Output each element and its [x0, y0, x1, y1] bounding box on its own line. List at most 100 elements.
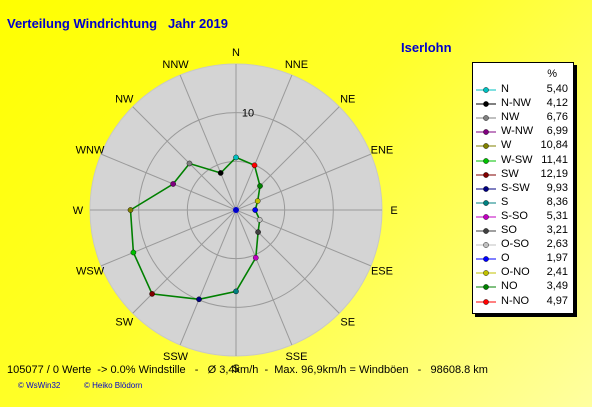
marker-wsw	[130, 249, 137, 256]
legend-swatch-icon	[476, 228, 496, 234]
station-name: Iserlohn	[401, 40, 452, 55]
legend-item: SO 3,21	[473, 224, 573, 238]
legend-item-value: 11,41	[541, 153, 568, 166]
legend-header: %	[547, 68, 557, 80]
marker-ese	[256, 216, 263, 223]
spoke-sse	[235, 209, 293, 346]
legend-item: S-SW 9,93	[473, 182, 573, 196]
marker-e	[252, 207, 258, 213]
legend-item-value: 6,99	[546, 125, 568, 138]
legend-swatch-icon	[476, 171, 496, 178]
direction-label-ene: ENE	[371, 145, 394, 157]
direction-label-nw: NW	[115, 93, 134, 105]
legend-item-label: SO	[501, 224, 517, 236]
direction-label-n: N	[232, 47, 240, 59]
direction-label-wsw: WSW	[76, 265, 105, 277]
spoke-sw	[132, 209, 237, 314]
marker-wnw	[170, 181, 176, 187]
legend-item-value: 2,41	[546, 266, 568, 279]
legend-swatch-icon	[476, 242, 496, 248]
direction-label-sse: SSE	[285, 351, 307, 363]
legend-item-label: SW	[501, 167, 519, 180]
direction-label-ne: NE	[340, 93, 355, 105]
direction-label-s: S	[232, 363, 239, 375]
legend-swatch-icon	[476, 199, 496, 206]
legend-item: O 1,97	[473, 252, 573, 266]
direction-label-nne: NNE	[285, 59, 308, 71]
center-point	[233, 207, 239, 213]
legend-item: S-SO 5,31	[473, 210, 573, 224]
copyright-software: © WsWin32	[18, 381, 61, 390]
legend-item-label: S-SO	[501, 209, 528, 222]
legend-item-label: N	[501, 83, 509, 95]
direction-label-w: W	[73, 205, 84, 217]
legend-item-value: 9,93	[546, 181, 568, 194]
legend-swatch-icon	[476, 256, 496, 262]
legend-item-label: W	[501, 139, 512, 152]
legend-item: NO 3,49	[473, 280, 573, 294]
spoke-nne	[235, 74, 293, 211]
direction-label-nnw: NNW	[162, 59, 189, 71]
legend-swatch-icon	[476, 143, 496, 150]
legend-item-label: O-SO	[501, 238, 530, 251]
legend-item-value: 5,31	[546, 209, 568, 222]
marker-w	[127, 207, 134, 213]
marker-s	[233, 288, 239, 295]
legend-item: W-NW 6,99	[473, 125, 573, 139]
legend-item-value: 2,63	[546, 238, 568, 251]
spoke-nw	[132, 106, 237, 211]
legend-item: NW 6,76	[473, 111, 573, 125]
marker-sw	[149, 291, 155, 297]
legend-item-value: 12,19	[540, 167, 568, 180]
legend-item-label: N-NW	[501, 97, 531, 110]
marker-nnw	[217, 170, 224, 176]
marker-n	[233, 154, 239, 161]
marker-ene	[254, 198, 261, 204]
legend-item-label: O	[501, 252, 510, 265]
copyright-author: © Heiko Blödorn	[84, 381, 143, 390]
legend-swatch-icon	[476, 185, 496, 192]
legend-item: N-NO 4,97	[473, 295, 573, 309]
legend-swatch-icon	[476, 101, 496, 107]
legend-item-value: 8,36	[546, 195, 568, 208]
legend-swatch-icon	[476, 87, 496, 93]
marker-ssw	[196, 296, 202, 303]
legend-item-value: 1,97	[546, 252, 568, 265]
direction-label-ese: ESE	[371, 265, 393, 277]
marker-se	[255, 229, 261, 235]
spoke-ssw	[179, 209, 237, 346]
legend: % N 5,40 N-NW 4,12 NW 6,76 W-NW 6,99 W 10,84 W-SW 1…	[472, 62, 574, 314]
legend-item-value: 4,12	[546, 97, 568, 110]
legend-item: N 5,40	[473, 83, 573, 97]
legend-swatch-icon	[476, 298, 496, 305]
direction-label-e: E	[390, 205, 397, 217]
legend-swatch-icon	[476, 214, 496, 220]
legend-swatch-icon	[476, 284, 496, 291]
legend-item: W-SW 11,41	[473, 154, 573, 168]
legend-item-label: W-NW	[501, 125, 534, 138]
legend-item-value: 6,76	[546, 111, 568, 124]
legend-item-label: S	[501, 195, 509, 208]
legend-item-label: W-SW	[501, 153, 533, 166]
legend-item-label: N-NO	[501, 294, 530, 307]
legend-item: SW 12,19	[473, 168, 573, 182]
legend-swatch-icon	[476, 157, 496, 164]
legend-item: S 8,36	[473, 196, 573, 210]
legend-swatch-icon	[476, 129, 496, 136]
legend-item: O-SO 2,63	[473, 238, 573, 252]
spoke-ne	[235, 106, 340, 211]
spoke-wnw	[100, 153, 237, 211]
legend-item-label: O-NO	[501, 266, 530, 279]
legend-item-value: 10,84	[540, 139, 568, 152]
direction-label-sw: SW	[115, 317, 133, 329]
legend-item-label: NO	[501, 280, 518, 293]
legend-item: W 10,84	[473, 139, 573, 153]
marker-sse	[252, 254, 259, 261]
legend-swatch-icon	[476, 115, 496, 121]
direction-label-ssw: SSW	[163, 351, 189, 363]
legend-swatch-icon	[476, 270, 496, 277]
ring-label: 10	[242, 108, 254, 120]
spoke-wsw	[100, 209, 237, 267]
legend-item-label: NW	[501, 111, 520, 124]
